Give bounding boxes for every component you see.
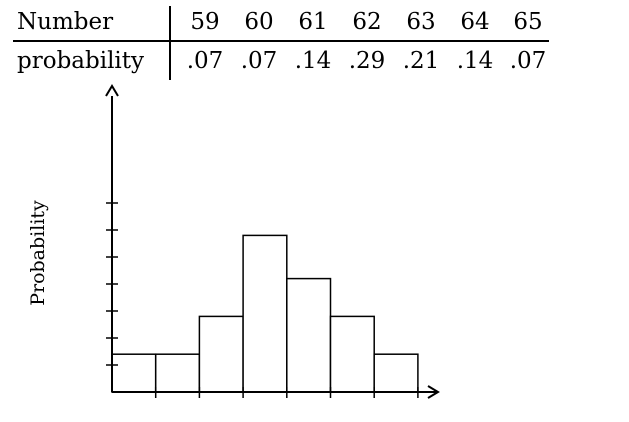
table-probability-62: .29 [349, 48, 386, 74]
table-probability-64: .14 [457, 48, 494, 74]
histogram-bar-62 [242, 234, 288, 393]
y-axis-label: Probability [27, 200, 49, 306]
table-number-59: 59 [190, 9, 219, 35]
table-row2-header: probability [17, 48, 144, 74]
table-number-61: 61 [298, 9, 327, 35]
table-probability-61: .14 [295, 48, 332, 74]
table-number-64: 64 [460, 9, 489, 35]
table-row1-header: Number [17, 9, 113, 35]
probability-table: Number probability 59 60 61 62 63 64 65 .07 .07… [13, 6, 549, 80]
table-probability-60: .07 [241, 48, 278, 74]
table-number-62: 62 [352, 9, 381, 35]
histogram: Probability [27, 84, 440, 399]
table-number-65: 65 [513, 9, 542, 35]
table-probability-59: .07 [187, 48, 224, 74]
histogram-bar-60 [154, 353, 201, 393]
histogram-bar-61 [198, 315, 244, 393]
histogram-bar-64 [329, 315, 375, 393]
table-number-60: 60 [244, 9, 273, 35]
histogram-bar-59 [111, 353, 157, 393]
histogram-bar-63 [286, 277, 332, 393]
y-axis-arrowhead [105, 84, 119, 97]
table-number-63: 63 [406, 9, 435, 35]
table-probability-63: .21 [403, 48, 440, 74]
histogram-bar-65 [373, 353, 419, 393]
table-probability-65: .07 [510, 48, 547, 74]
x-axis-arrowhead [427, 385, 440, 399]
